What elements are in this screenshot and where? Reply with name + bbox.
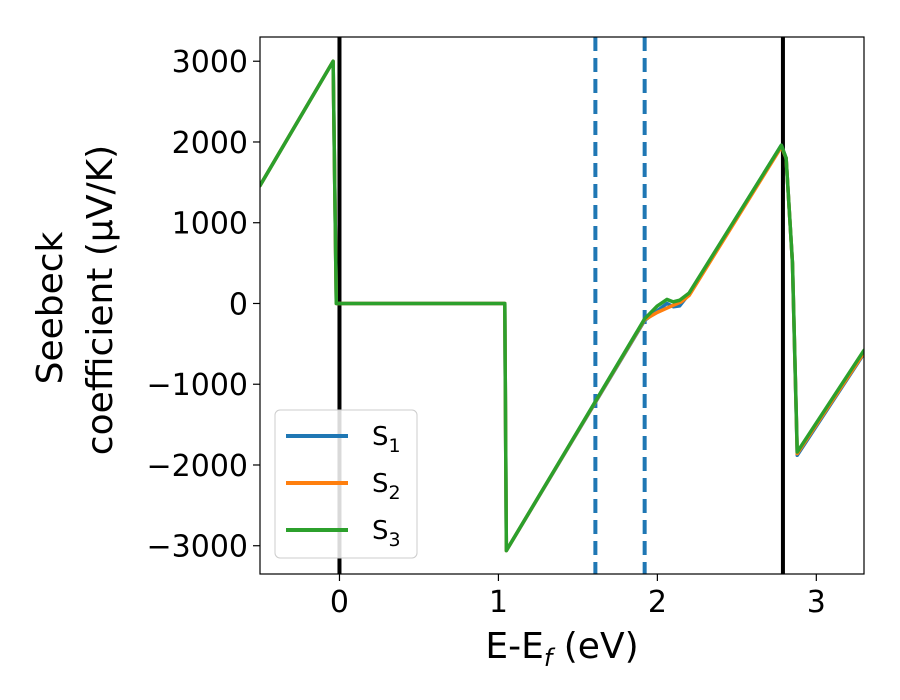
x-axis-label: E-Ef (eV) [485,626,638,672]
x-axis-label-unit: (eV) [552,626,638,667]
x-axis: 0 1 2 3 [330,574,826,620]
legend-label-3: S3 [372,516,401,551]
y-tick-label: −2000 [147,449,248,484]
y-axis: −3000 −2000 −1000 0 1000 2000 3000 [147,45,260,565]
y-tick-label: 1000 [172,207,248,242]
legend: S1 S2 S3 [274,409,418,559]
y-tick-label: 2000 [172,126,248,161]
y-axis-label-line2: coefficient (μV/K) [80,145,121,455]
y-axis-label-line1: Seebeck [30,231,71,384]
series-line-3 [260,59,864,553]
x-axis-label-main: E-E [485,626,543,667]
legend-label-2: S2 [372,469,401,504]
y-tick-label: −1000 [147,368,248,403]
y-tick-label: 3000 [172,45,248,80]
x-tick-label: 2 [648,585,667,620]
y-tick-label: 0 [229,287,248,322]
x-tick-label: 0 [330,585,349,620]
plot-frame [259,36,865,575]
y-axis-label: Seebeck coefficient (μV/K) [30,145,121,455]
plot-area [260,37,864,574]
legend-label-1: S1 [372,422,401,457]
x-tick-label: 3 [807,585,826,620]
x-tick-label: 1 [489,585,508,620]
y-tick-label: −3000 [147,530,248,565]
